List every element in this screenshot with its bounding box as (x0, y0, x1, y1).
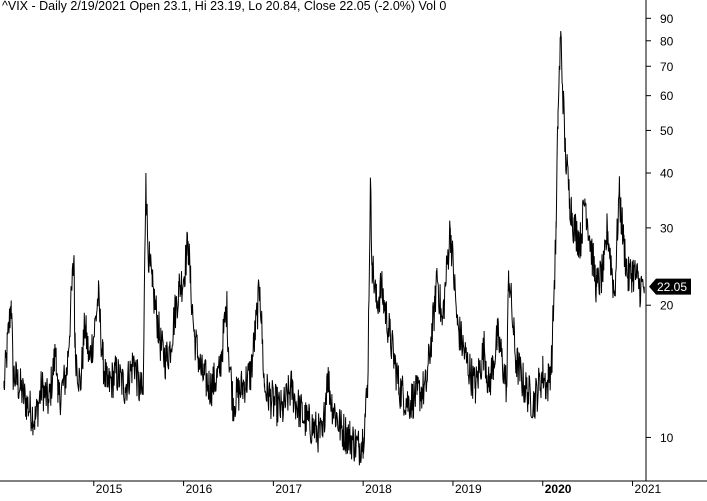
y-tick-label: 80 (660, 34, 674, 48)
y-tick-label: 50 (660, 124, 674, 138)
x-tick-label: 2019 (455, 482, 482, 496)
x-tick-label: 2018 (365, 482, 392, 496)
last-value-label: 22.05 (657, 280, 687, 294)
y-tick-label: 30 (660, 221, 674, 235)
vix-series-line (3, 31, 645, 466)
y-tick-label: 40 (660, 166, 674, 180)
x-tick-label: 2020 (545, 482, 572, 496)
y-tick-label: 70 (660, 60, 674, 74)
y-tick-label: 60 (660, 89, 674, 103)
y-tick-label: 90 (660, 12, 674, 26)
y-tick-label: 10 (660, 431, 674, 445)
x-tick-label: 2021 (635, 482, 662, 496)
last-value-flag (649, 278, 691, 295)
x-tick-label: 2016 (186, 482, 213, 496)
chart-title: ^VIX - Daily 2/19/2021 Open 23.1, Hi 23.… (2, 0, 447, 13)
y-tick-label: 20 (660, 299, 674, 313)
x-tick-label: 2015 (96, 482, 123, 496)
x-tick-label: 2017 (275, 482, 302, 496)
